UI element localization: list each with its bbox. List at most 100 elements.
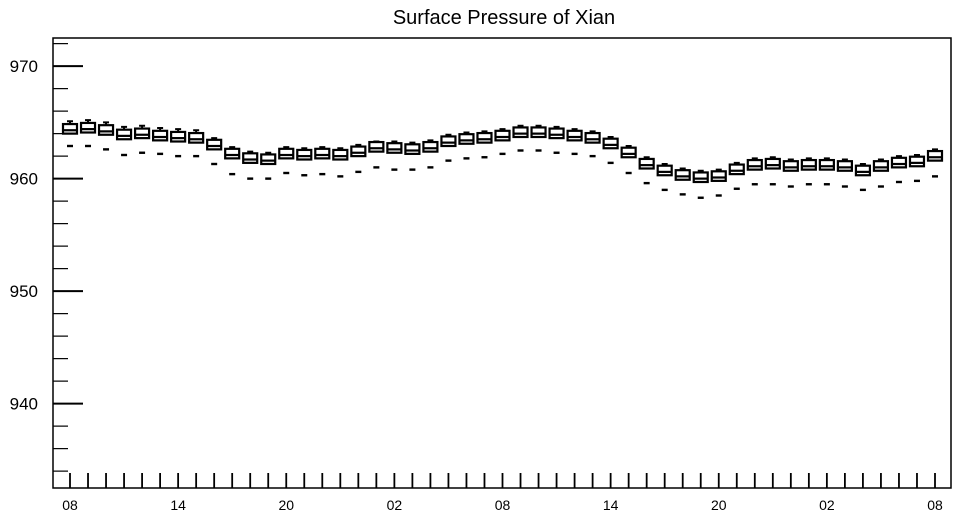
box-plot bbox=[115, 125, 133, 157]
box-body bbox=[404, 143, 421, 155]
x-tick-label: 02 bbox=[819, 497, 835, 513]
box-body bbox=[530, 126, 547, 139]
box-plot bbox=[566, 128, 583, 156]
box-plot bbox=[692, 169, 709, 199]
box-plot bbox=[314, 146, 331, 176]
box-body bbox=[584, 131, 601, 144]
x-tick-label: 20 bbox=[278, 497, 294, 513]
box-plot bbox=[908, 154, 926, 183]
box-body bbox=[782, 160, 799, 172]
y-tick-label: 970 bbox=[10, 57, 38, 76]
box-body bbox=[133, 127, 151, 140]
box-body bbox=[548, 127, 565, 140]
box-body bbox=[79, 121, 97, 134]
box-plot bbox=[332, 147, 349, 178]
box-plot bbox=[800, 157, 817, 186]
box-body bbox=[115, 128, 133, 141]
box-plot bbox=[61, 120, 79, 148]
box-plot bbox=[638, 156, 655, 185]
x-tick-label: 14 bbox=[170, 497, 186, 513]
box-plot bbox=[422, 139, 439, 169]
box-plot bbox=[133, 124, 151, 154]
x-tick-label: 14 bbox=[603, 497, 619, 513]
box-body bbox=[260, 153, 277, 166]
box-plot bbox=[296, 147, 313, 177]
y-tick-label: 940 bbox=[10, 395, 38, 414]
box-plot bbox=[602, 136, 619, 165]
box-plot bbox=[836, 158, 853, 188]
box-plot bbox=[440, 133, 457, 162]
plot-frame bbox=[52, 37, 952, 489]
box-plot bbox=[728, 161, 745, 190]
box-body bbox=[854, 164, 872, 177]
box-body bbox=[224, 147, 241, 160]
x-tick-label: 08 bbox=[927, 497, 943, 513]
box-body bbox=[818, 158, 835, 171]
box-body bbox=[908, 155, 926, 168]
box-body bbox=[422, 140, 439, 153]
box-plot bbox=[890, 155, 908, 184]
box-body bbox=[278, 147, 295, 160]
box-body bbox=[242, 152, 259, 164]
box-body bbox=[368, 140, 385, 153]
box-plot bbox=[458, 131, 475, 160]
box-plot bbox=[926, 148, 944, 178]
box-body bbox=[890, 156, 908, 169]
box-body bbox=[386, 142, 403, 154]
box-body bbox=[836, 160, 853, 172]
box-body bbox=[152, 129, 169, 142]
box-body bbox=[566, 129, 583, 142]
x-tick-label: 20 bbox=[711, 497, 727, 513]
box-plot bbox=[530, 124, 547, 152]
box-body bbox=[728, 163, 745, 176]
box-plot bbox=[224, 146, 241, 176]
box-body bbox=[638, 157, 655, 170]
box-body bbox=[350, 145, 367, 158]
box-body bbox=[332, 148, 349, 161]
box-body bbox=[314, 147, 331, 160]
box-plot bbox=[350, 143, 367, 174]
box-body bbox=[188, 131, 205, 144]
box-plot bbox=[656, 163, 673, 192]
box-body bbox=[926, 149, 944, 162]
box-body bbox=[800, 158, 817, 171]
box-plot bbox=[206, 137, 223, 166]
box-body bbox=[872, 160, 890, 172]
box-plot bbox=[79, 119, 97, 148]
box-plot bbox=[818, 157, 835, 186]
box-plot bbox=[764, 156, 781, 186]
box-body bbox=[494, 129, 511, 142]
box-plot bbox=[872, 158, 890, 188]
box-body bbox=[656, 164, 673, 177]
box-plot bbox=[188, 129, 205, 158]
box-plot bbox=[620, 145, 637, 175]
box-plot bbox=[584, 130, 601, 158]
box-plot bbox=[152, 127, 169, 156]
box-body bbox=[620, 146, 637, 159]
box-plot bbox=[386, 140, 403, 171]
x-tick-label: 08 bbox=[495, 497, 511, 513]
x-tick-label: 08 bbox=[62, 497, 78, 513]
box-body bbox=[97, 124, 115, 136]
box-plot bbox=[746, 157, 763, 186]
box-body bbox=[170, 130, 187, 143]
box-plot bbox=[710, 168, 727, 197]
box-plot bbox=[854, 163, 872, 192]
box-body bbox=[764, 157, 781, 170]
box-plot bbox=[242, 150, 259, 180]
y-tick-label: 950 bbox=[10, 282, 38, 301]
box-plot bbox=[476, 130, 493, 159]
box-body bbox=[674, 169, 691, 181]
box-body bbox=[458, 133, 475, 145]
box-body bbox=[476, 131, 493, 144]
box-body bbox=[710, 170, 727, 182]
box-body bbox=[692, 171, 709, 184]
box-plot bbox=[278, 146, 295, 175]
x-tick-label: 02 bbox=[387, 497, 403, 513]
y-tick-label: 960 bbox=[10, 170, 38, 189]
box-plot bbox=[260, 151, 277, 180]
box-plot bbox=[97, 121, 115, 151]
box-body bbox=[296, 148, 313, 161]
box-plot bbox=[368, 140, 385, 169]
